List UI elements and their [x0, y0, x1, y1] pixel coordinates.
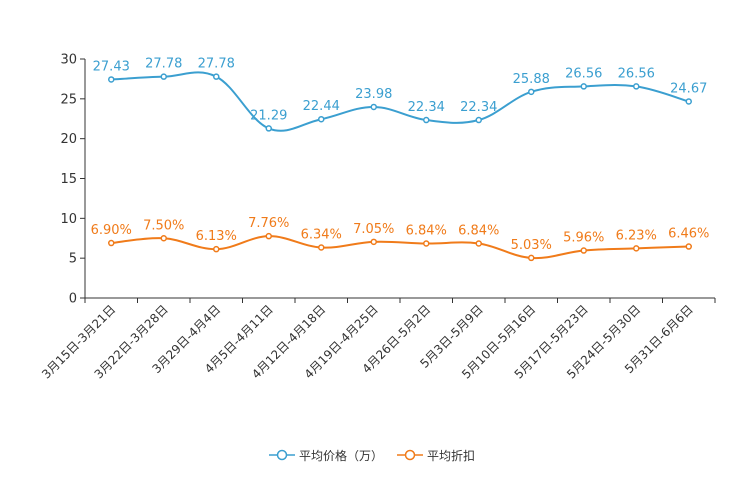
x-axis: 3月15日-3月21日3月22日-3月28日3月29日-4月4日4月5日-4月1… — [39, 297, 716, 382]
series-0-point — [108, 76, 115, 83]
legend-item-price[interactable]: 平均价格（万） — [268, 447, 383, 464]
legend: 平均价格（万） 平均折扣 — [0, 444, 744, 466]
series-1-point — [685, 243, 692, 250]
series-0-data-label: 21.29 — [250, 108, 287, 123]
series-0-point — [318, 115, 325, 123]
series-0-data-label: 26.56 — [565, 66, 602, 81]
series-1-data-label: 5.03% — [511, 238, 552, 253]
series-0-data-label: 27.78 — [198, 57, 235, 72]
series-1-point — [213, 245, 220, 253]
series-0-data-label: 22.34 — [460, 100, 497, 115]
series-1-data-label: 6.84% — [458, 224, 499, 239]
legend-price-line-icon — [268, 449, 295, 461]
legend-item-discount[interactable]: 平均折扣 — [397, 447, 475, 464]
series-1-point — [528, 254, 535, 262]
series-0-data-label: 27.43 — [93, 59, 130, 74]
y-tick-label: 30 — [60, 53, 77, 68]
series-1-point — [423, 240, 430, 247]
series-0-data-label: 23.98 — [355, 87, 392, 102]
series-0-data-label: 22.34 — [408, 100, 445, 115]
series-0-point — [213, 73, 220, 80]
series-0-point — [370, 103, 377, 111]
series-0-point — [160, 73, 167, 80]
y-tick-label: 5 — [69, 252, 77, 267]
series-1-point — [318, 244, 325, 251]
series-1-data-label: 6.46% — [668, 227, 709, 242]
series-0-data-label: 22.44 — [303, 99, 340, 114]
series-1-point — [370, 238, 377, 246]
series-0-data-label: 25.88 — [513, 72, 550, 87]
y-tick-label: 10 — [60, 212, 77, 227]
series-1-data-label: 6.13% — [196, 229, 237, 244]
series-line-0 — [111, 71, 690, 132]
series-1-point — [160, 235, 167, 242]
series-0-point — [580, 83, 587, 90]
series-0-data-label: 24.67 — [670, 81, 707, 96]
series-0-data-label: 26.56 — [618, 66, 655, 81]
series-1-point — [475, 240, 482, 247]
y-axis: 0 5 10 15 20 25 30 — [60, 53, 86, 307]
series-1-data-label: 6.23% — [616, 228, 657, 243]
series-0-data-label: 27.78 — [145, 57, 182, 72]
series-1-point — [265, 232, 272, 240]
legend-discount-line-icon — [397, 449, 423, 461]
legend-discount-label: 平均折扣 — [427, 448, 476, 463]
y-tick-label: 15 — [60, 172, 77, 187]
series-lines: 27.43 27.78 27.78 21.29 22.44 23.98 22.34 22.34… — [91, 57, 709, 262]
series-1-data-label: 6.84% — [406, 224, 447, 239]
series-0-point — [265, 125, 272, 132]
series-1-data-label: 7.76% — [248, 216, 289, 231]
series-1-data-label: 5.96% — [563, 231, 604, 246]
series-1-data-label: 7.05% — [353, 222, 394, 237]
series-1-data-label: 6.34% — [301, 227, 342, 242]
legend-price-label: 平均价格（万） — [298, 448, 383, 463]
y-tick-label: 0 — [69, 292, 77, 307]
y-tick-label: 25 — [60, 92, 77, 107]
series-0-point — [528, 88, 535, 96]
series-1-point — [108, 239, 115, 247]
series-1-data-label: 7.50% — [143, 218, 184, 233]
y-tick-label: 20 — [60, 132, 77, 147]
series-1-point — [633, 245, 640, 252]
series-line-1 — [111, 235, 689, 260]
series-0-point — [475, 116, 482, 124]
series-1-data-label: 6.90% — [91, 223, 132, 238]
series-0-point — [685, 98, 692, 105]
series-0-point — [633, 83, 640, 90]
series-0-point — [423, 116, 430, 124]
series-1-point — [580, 247, 587, 254]
